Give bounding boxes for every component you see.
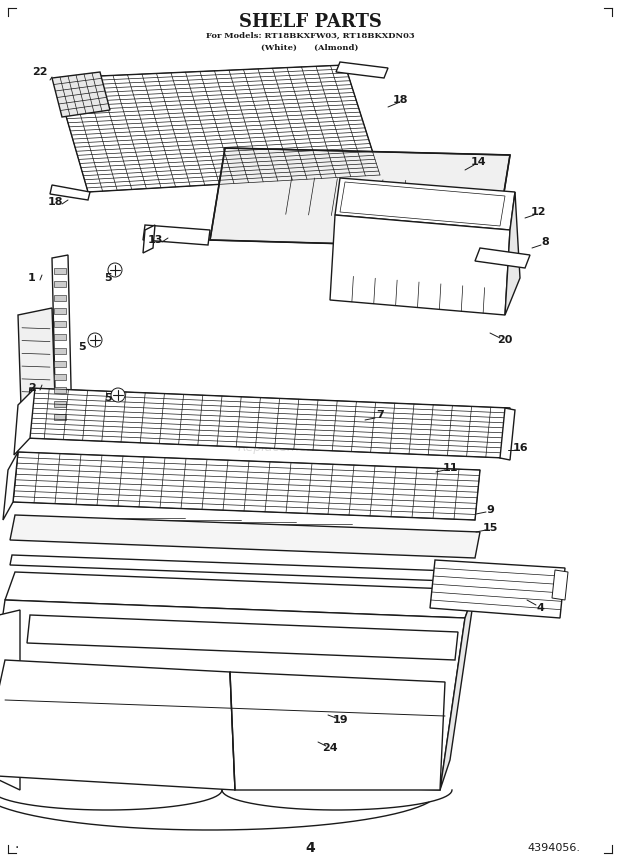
Polygon shape xyxy=(552,570,568,600)
Polygon shape xyxy=(143,225,210,245)
Polygon shape xyxy=(335,178,515,230)
Polygon shape xyxy=(5,572,475,618)
Polygon shape xyxy=(440,590,475,790)
Text: 18: 18 xyxy=(47,197,63,207)
Text: 4: 4 xyxy=(305,841,315,855)
Polygon shape xyxy=(52,255,72,433)
Polygon shape xyxy=(52,72,110,117)
Text: 5: 5 xyxy=(104,273,112,283)
Text: 11: 11 xyxy=(442,463,458,473)
Text: 12: 12 xyxy=(530,207,546,217)
Polygon shape xyxy=(0,600,465,790)
Text: ReplacementParts.com: ReplacementParts.com xyxy=(237,442,383,455)
Polygon shape xyxy=(500,408,515,460)
Polygon shape xyxy=(10,515,480,558)
Text: 5: 5 xyxy=(104,393,112,403)
Text: 5: 5 xyxy=(78,342,86,352)
Polygon shape xyxy=(55,65,380,192)
Text: 13: 13 xyxy=(148,235,162,245)
Polygon shape xyxy=(54,400,66,406)
Polygon shape xyxy=(54,414,66,420)
Polygon shape xyxy=(210,148,510,248)
Text: 4: 4 xyxy=(536,603,544,613)
Text: ·: · xyxy=(15,841,19,855)
Polygon shape xyxy=(54,374,66,380)
Polygon shape xyxy=(50,185,90,200)
Circle shape xyxy=(88,333,102,347)
Polygon shape xyxy=(27,615,458,660)
Text: 20: 20 xyxy=(497,335,513,345)
Text: 9: 9 xyxy=(486,505,494,515)
Circle shape xyxy=(108,263,122,277)
Text: 15: 15 xyxy=(482,523,498,533)
Polygon shape xyxy=(54,282,66,288)
Polygon shape xyxy=(54,308,66,314)
Text: 2: 2 xyxy=(28,383,36,393)
Polygon shape xyxy=(336,62,388,78)
Polygon shape xyxy=(14,388,35,455)
Circle shape xyxy=(111,388,125,402)
Polygon shape xyxy=(330,215,510,315)
Polygon shape xyxy=(54,334,66,340)
Text: 8: 8 xyxy=(541,237,549,247)
Text: 7: 7 xyxy=(376,410,384,420)
Text: 1: 1 xyxy=(28,273,36,283)
Polygon shape xyxy=(54,321,66,327)
Text: 19: 19 xyxy=(332,715,348,725)
Polygon shape xyxy=(54,269,66,275)
Text: 16: 16 xyxy=(512,443,528,453)
Text: 24: 24 xyxy=(322,743,338,753)
Polygon shape xyxy=(25,388,510,458)
Polygon shape xyxy=(54,387,66,393)
Text: SHELF PARTS: SHELF PARTS xyxy=(239,13,381,31)
Polygon shape xyxy=(54,361,66,367)
Text: (White)      (Almond): (White) (Almond) xyxy=(261,44,359,52)
Polygon shape xyxy=(505,192,520,315)
Polygon shape xyxy=(54,348,66,354)
Polygon shape xyxy=(13,452,480,520)
Polygon shape xyxy=(54,294,66,300)
Text: 18: 18 xyxy=(392,95,408,105)
Text: For Models: RT18BKXFW03, RT18BKXDN03: For Models: RT18BKXFW03, RT18BKXDN03 xyxy=(206,32,414,40)
Text: 14: 14 xyxy=(470,157,486,167)
Text: 22: 22 xyxy=(32,67,48,77)
Polygon shape xyxy=(230,672,445,790)
Polygon shape xyxy=(18,308,56,437)
Polygon shape xyxy=(0,610,20,790)
Polygon shape xyxy=(430,560,565,618)
Polygon shape xyxy=(475,248,530,268)
Polygon shape xyxy=(3,452,18,520)
Polygon shape xyxy=(10,555,478,582)
Text: 4394056.: 4394056. xyxy=(527,843,580,853)
Polygon shape xyxy=(0,660,235,790)
Polygon shape xyxy=(143,225,155,253)
